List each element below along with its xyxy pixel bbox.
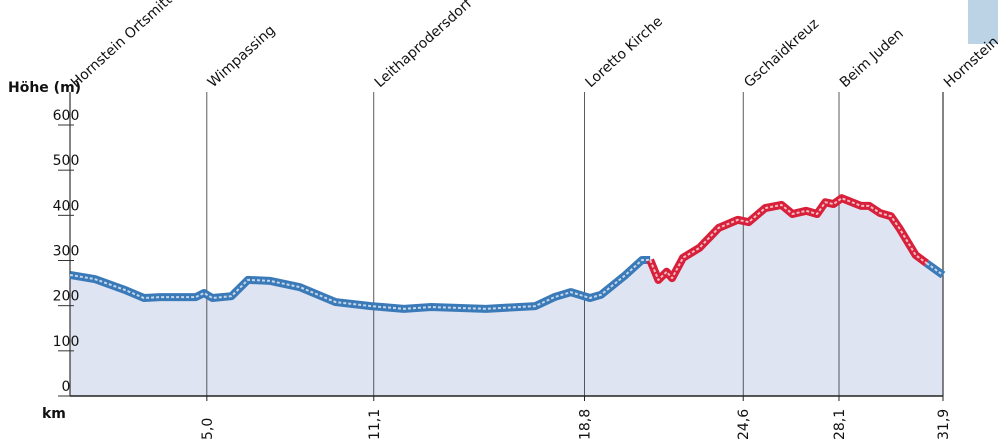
profile-line-center bbox=[69, 259, 651, 310]
profile-line-center bbox=[649, 197, 928, 281]
y-tick-label: 600 bbox=[53, 108, 80, 124]
x-tick-label: 11,1 bbox=[367, 409, 383, 440]
logo-icon bbox=[968, 0, 998, 44]
y-axis-label: Höhe (m) bbox=[8, 80, 81, 96]
x-tick-label: 24,6 bbox=[736, 409, 752, 440]
waypoint-label: Loretto Kirche bbox=[582, 14, 665, 91]
x-tick-label: 31,9 bbox=[936, 409, 952, 440]
y-tick-label: 100 bbox=[53, 334, 80, 350]
x-axis-label: km bbox=[42, 406, 66, 422]
y-tick-label: 500 bbox=[53, 153, 80, 169]
waypoint-label: Beim Juden bbox=[837, 26, 907, 91]
x-tick-label: 5,0 bbox=[200, 418, 216, 440]
y-tick-label: 200 bbox=[53, 289, 80, 305]
y-tick-label: 0 bbox=[62, 379, 71, 395]
profile-area bbox=[70, 198, 943, 396]
waypoint-label: Gschaidkreuz bbox=[741, 16, 822, 91]
y-tick-label: 300 bbox=[53, 244, 80, 260]
waypoint-label: Wimpassing bbox=[205, 22, 279, 91]
profile-line-center bbox=[925, 262, 944, 276]
y-tick-label: 400 bbox=[53, 198, 80, 214]
x-tick-label: 28,1 bbox=[832, 409, 848, 440]
waypoint-label: Leithaprodersdorf bbox=[372, 0, 476, 91]
x-tick-label: 18,8 bbox=[577, 409, 593, 440]
waypoint-label: Hornstein Ortsmitte bbox=[68, 0, 182, 91]
